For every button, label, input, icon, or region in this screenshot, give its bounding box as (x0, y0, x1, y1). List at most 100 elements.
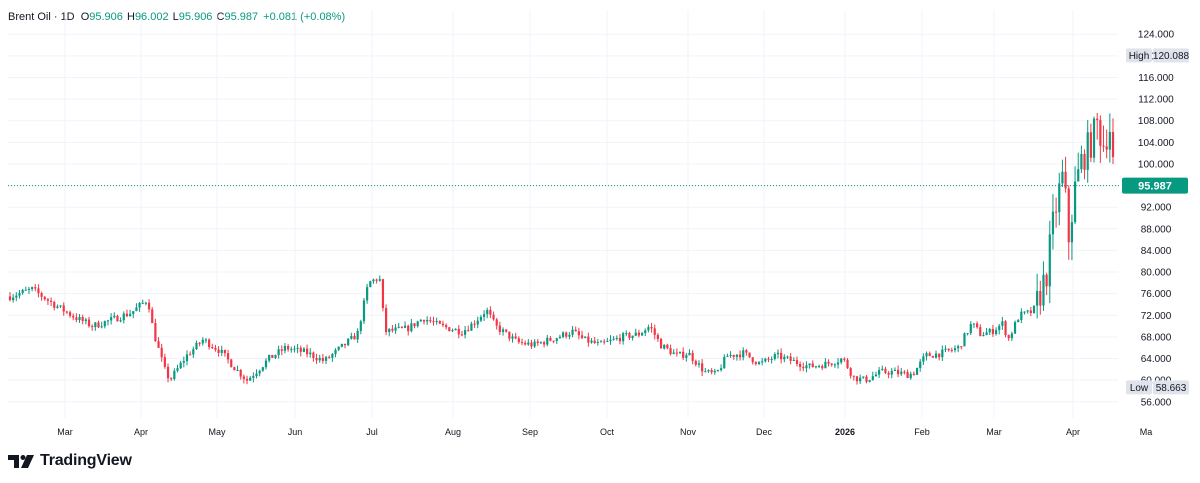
candle-body (1083, 153, 1086, 170)
candle-body (476, 320, 479, 325)
candle-body (874, 374, 878, 377)
candle-body (799, 363, 802, 367)
x-tick-label: Oct (600, 427, 615, 437)
candle-body (441, 323, 445, 326)
candle-body (353, 335, 356, 340)
candle-body (1061, 171, 1064, 184)
x-tick-label: Apr (134, 427, 148, 437)
candle-body (536, 341, 539, 344)
close-value: 95.987 (224, 11, 259, 23)
candle-body (900, 371, 903, 375)
candle-body (422, 319, 426, 322)
candle-body (8, 296, 12, 301)
candle-body (761, 361, 764, 363)
candle-body (849, 368, 852, 376)
candle-body (457, 328, 460, 335)
low-label: L (172, 11, 179, 23)
candle-body (1029, 310, 1032, 314)
x-tick-label: 2026 (835, 427, 855, 437)
candle-body (34, 287, 37, 289)
candle-body (533, 341, 536, 347)
y-tick-label: 68.000 (1141, 332, 1172, 343)
candle-body (669, 348, 672, 355)
candle-body (770, 358, 773, 360)
candle-body (991, 328, 995, 335)
candle-body (865, 376, 868, 382)
candle-body (685, 355, 688, 358)
candle-body (723, 356, 726, 369)
chart-legend: Brent Oil · 1D O95.906 H96.002 L95.906 C… (8, 11, 345, 23)
candle-body (878, 370, 881, 375)
y-tick-label: 124.000 (1138, 30, 1175, 41)
candle-body (691, 352, 694, 361)
candle-body (239, 369, 242, 377)
candle-body (830, 363, 833, 365)
candle-body (21, 290, 24, 294)
candle-body (840, 358, 843, 363)
candle-body (508, 331, 511, 339)
candle-body (934, 353, 938, 358)
tradingview-logo[interactable]: TradingView (8, 452, 132, 470)
candle-body (697, 363, 701, 365)
y-tick-label: 100.000 (1138, 159, 1175, 170)
candle-body (119, 320, 122, 322)
candle-body (587, 336, 590, 343)
candle-body (634, 332, 637, 336)
candle-body (252, 376, 255, 378)
candle-body (511, 336, 514, 339)
candle-body (618, 337, 622, 342)
candle-body (906, 372, 909, 379)
candle-body (157, 341, 160, 348)
candle-body (862, 376, 865, 378)
candle-body (46, 299, 50, 301)
candle-body (666, 344, 669, 349)
candle-body (833, 364, 836, 366)
candle-body (160, 347, 163, 358)
candle-body (792, 360, 795, 362)
time-axis[interactable]: Mar Apr May Jun Jul Aug Sep Oct Nov Dec 2026 Feb Mar… (57, 427, 1152, 437)
candle-body (944, 348, 947, 350)
candle-body (72, 315, 75, 318)
candle-body (1017, 320, 1020, 323)
candle-body (805, 365, 808, 369)
price-axis[interactable]: 56.00060.00064.00068.00072.00076.00080.0… (1138, 30, 1175, 409)
candle-body (280, 349, 283, 351)
candle-body (87, 319, 91, 327)
candle-body (1086, 132, 1089, 170)
candle-body (454, 328, 457, 331)
candle-body (656, 334, 659, 340)
candle-body (735, 354, 739, 357)
y-tick-label: 104.000 (1138, 138, 1175, 149)
candle-body (293, 348, 296, 350)
candle-body (261, 367, 264, 371)
candle-body (811, 363, 814, 368)
low-marker-label: Low (1130, 383, 1149, 394)
candle-body (138, 302, 141, 308)
candle-body (552, 340, 555, 342)
candle-body (615, 337, 618, 339)
candle-body (56, 306, 59, 308)
candle-body (223, 349, 227, 354)
candle-body (1007, 335, 1010, 339)
x-tick-label: Jul (366, 427, 378, 437)
candle-body (1099, 120, 1102, 146)
candle-body (473, 323, 476, 325)
candle-body (40, 293, 43, 297)
low-value: 95.906 (178, 11, 213, 23)
high-marker-label: High (1129, 51, 1150, 62)
candle-body (887, 372, 890, 375)
candle-body (713, 370, 716, 373)
candle-body (953, 348, 957, 351)
price-markers: 95.987 High 120.088 Low 58.663 (8, 48, 1190, 395)
candle-body (271, 354, 274, 358)
candle-body (340, 343, 343, 347)
candle-body (362, 300, 366, 322)
candle-body (527, 342, 530, 345)
y-tick-label: 92.000 (1141, 203, 1172, 214)
candle-body (1023, 311, 1026, 313)
candle-body (305, 348, 309, 355)
candle-body (720, 368, 723, 371)
x-tick-label: Feb (914, 427, 930, 437)
candle-body (729, 354, 732, 356)
